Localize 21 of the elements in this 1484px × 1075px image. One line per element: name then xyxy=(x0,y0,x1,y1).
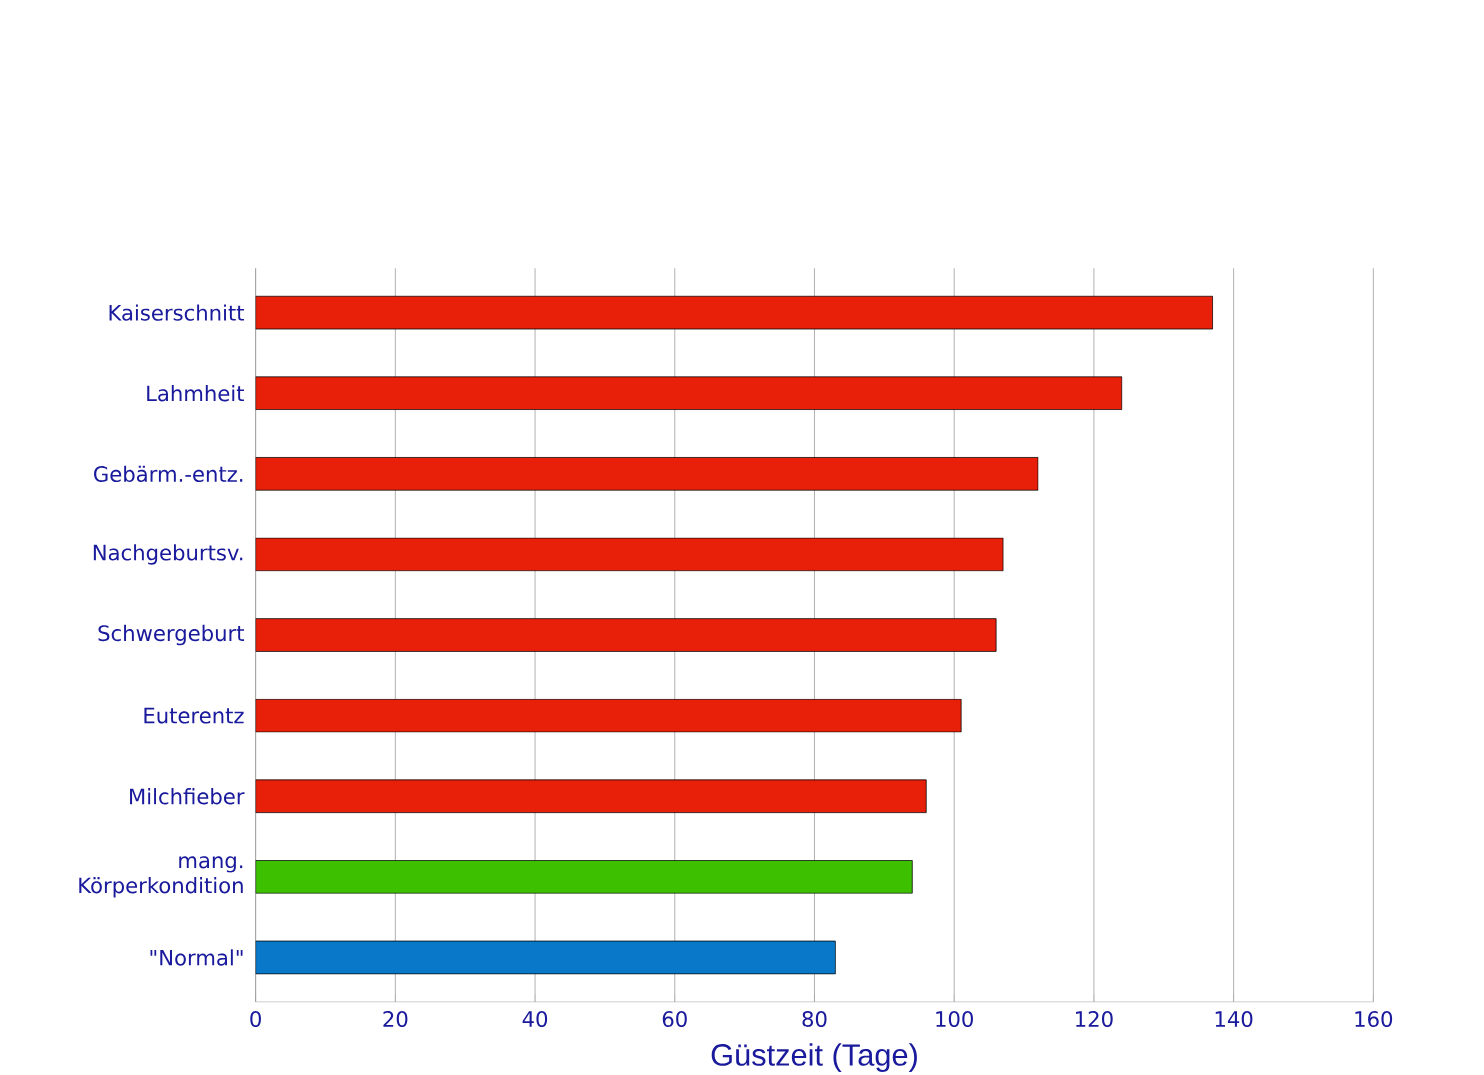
x-tick-label: 140 xyxy=(1215,1010,1253,1027)
x-tick-label: 20 xyxy=(383,1010,408,1027)
y-tick-label: Gebärm.-entz. xyxy=(94,465,243,482)
x-tick-label: 120 xyxy=(1076,1010,1113,1027)
x-axis-title: Güstzeit (Tage) xyxy=(711,1043,917,1072)
y-tick-label: Lahmheit xyxy=(147,384,245,402)
x-tick-label: 40 xyxy=(522,1010,548,1027)
y-tick-label: Nachgeburtsv. xyxy=(93,544,243,565)
y-tick-label: Schwergeburt xyxy=(98,624,245,646)
y-tick-label: Kaiserschnitt xyxy=(109,304,245,321)
y-tick-label: "Normal" xyxy=(150,949,243,966)
x-tick-label: 160 xyxy=(1355,1010,1393,1027)
x-tick-label: 80 xyxy=(802,1010,827,1027)
x-tick-label: 60 xyxy=(662,1010,687,1027)
bar xyxy=(255,537,1004,572)
y-tick-label: Milchfieber xyxy=(130,788,245,805)
y-tick-label: mang. Körperkondition xyxy=(79,856,243,898)
bar xyxy=(255,860,913,894)
x-tick-label: 0 xyxy=(250,1010,261,1027)
x-tick-label: 100 xyxy=(936,1010,973,1027)
y-tick-label: Euterentz xyxy=(144,707,244,724)
